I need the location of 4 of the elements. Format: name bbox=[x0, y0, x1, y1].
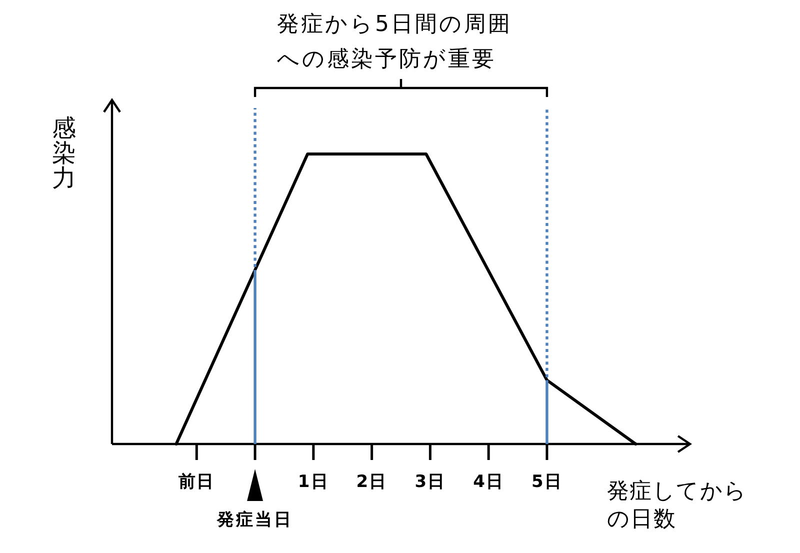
ylabel: 感染力 bbox=[51, 116, 77, 191]
annotation: 発症当日 bbox=[217, 509, 294, 532]
annotation: 発症から5日間の周囲への感染予防が重要 bbox=[277, 11, 513, 74]
xlabel: 発症してからの日数 bbox=[607, 478, 748, 534]
